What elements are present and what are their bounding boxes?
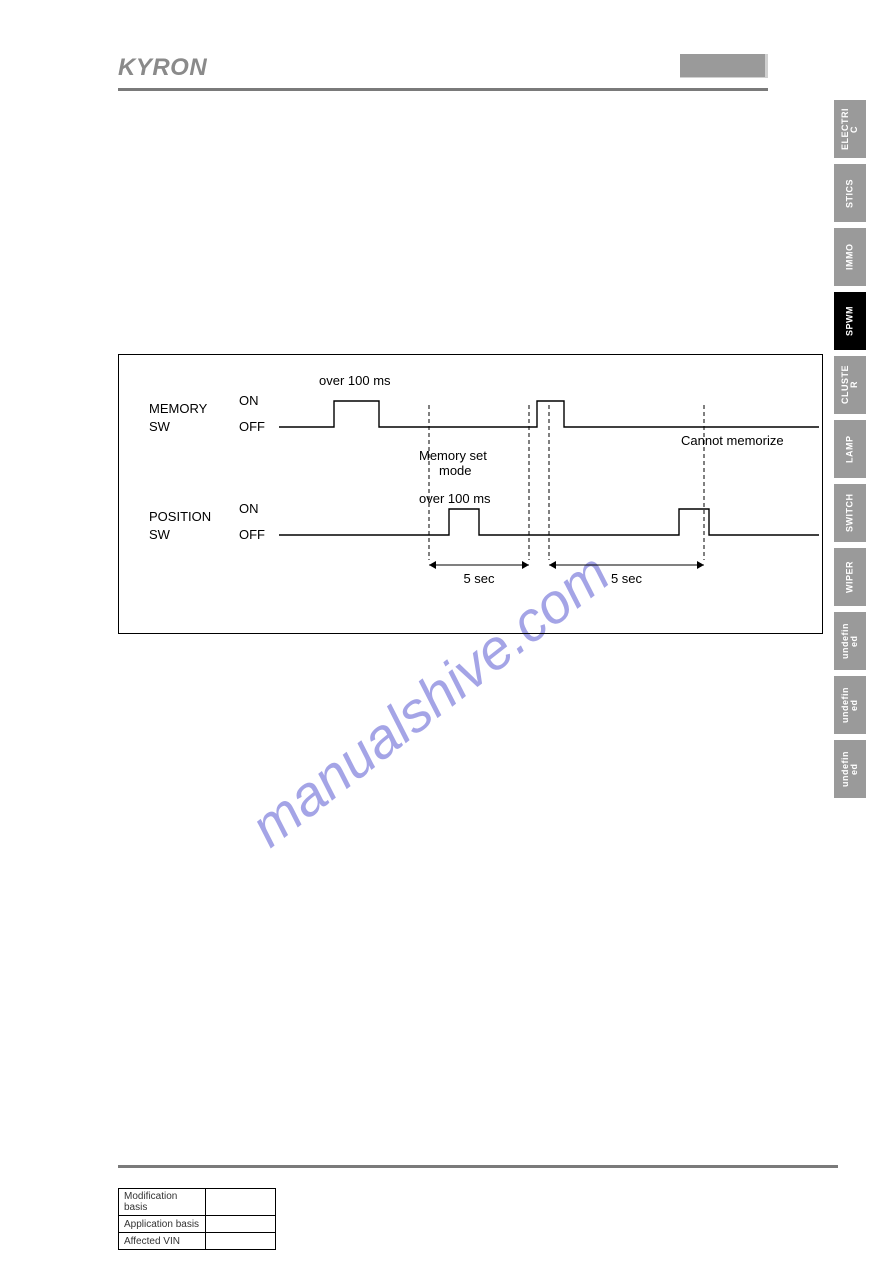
side-tab-8[interactable]: undefin ed [834,612,866,670]
brand-logo: KYRON [118,54,207,81]
side-tab-10[interactable]: undefin ed [834,740,866,798]
svg-text:OFF: OFF [239,419,265,434]
footer-label: Application basis [119,1216,206,1233]
footer-rule [118,1165,838,1168]
side-tab-0[interactable]: ELECTRI C [834,100,866,158]
footer-value [206,1233,276,1250]
footer-label: Modification basis [119,1189,206,1216]
page-header: KYRON [118,54,768,82]
side-tab-9[interactable]: undefin ed [834,676,866,734]
side-tab-7[interactable]: WIPER [834,548,866,606]
side-tabs: ELECTRI C STICS IMMO SPWM CLUSTE R LAMP SWITCH… [834,100,866,804]
side-tab-5[interactable]: LAMP [834,420,866,478]
side-tab-1[interactable]: STICS [834,164,866,222]
footer-value [206,1216,276,1233]
side-tab-3[interactable]: SPWM [834,292,866,350]
svg-text:5 sec: 5 sec [463,571,495,586]
svg-text:SW: SW [149,419,171,434]
svg-text:over 100 ms: over 100 ms [419,491,491,506]
svg-text:SW: SW [149,527,171,542]
svg-text:mode: mode [439,463,472,478]
svg-text:POSITION: POSITION [149,509,211,524]
side-tab-6[interactable]: SWITCH [834,484,866,542]
svg-text:OFF: OFF [239,527,265,542]
svg-text:over 100 ms: over 100 ms [319,373,391,388]
footer-value [206,1189,276,1216]
side-tab-2[interactable]: IMMO [834,228,866,286]
footer-row: Modification basis [119,1189,276,1216]
svg-text:5 sec: 5 sec [611,571,643,586]
svg-text:ON: ON [239,393,259,408]
footer-label: Affected VIN [119,1233,206,1250]
svg-text:Cannot memorize: Cannot memorize [681,433,784,448]
svg-text:Memory set: Memory set [419,448,487,463]
header-rule [118,88,768,91]
header-badge [680,54,768,78]
footer-table: Modification basisApplication basisAffec… [118,1188,276,1250]
timing-diagram-svg: MEMORY SW ON OFF POSITION SW ON OFF over 100 ms M… [119,355,824,635]
svg-text:ON: ON [239,501,259,516]
footer-row: Application basis [119,1216,276,1233]
svg-text:MEMORY: MEMORY [149,401,208,416]
timing-diagram: MEMORY SW ON OFF POSITION SW ON OFF over 100 ms M… [118,354,823,634]
footer-row: Affected VIN [119,1233,276,1250]
side-tab-4[interactable]: CLUSTE R [834,356,866,414]
